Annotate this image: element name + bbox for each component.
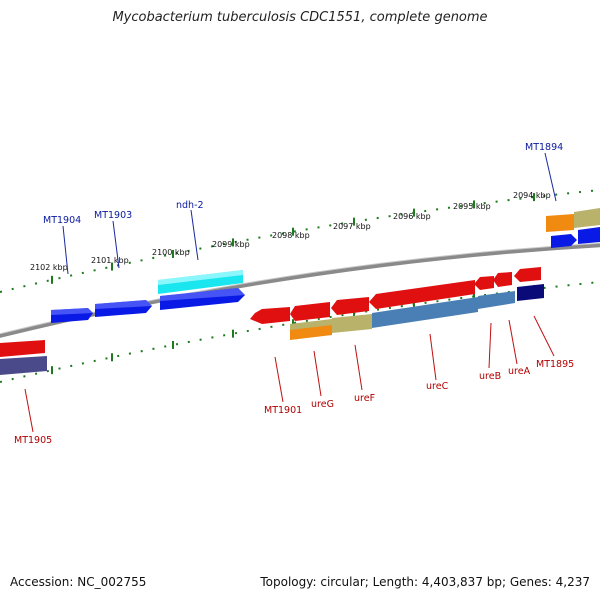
leader-MT1904 <box>62 225 69 275</box>
scale-label-2096: 2096 kbp <box>393 212 431 221</box>
leader-ureB <box>488 322 492 369</box>
label-MT1901: MT1901 <box>264 405 302 416</box>
gene-MT1902-highlight <box>160 288 245 301</box>
label-ureB: ureB <box>479 371 501 382</box>
gene-red-5[interactable] <box>493 272 512 287</box>
map-title: Mycobacterium tuberculosis CDC1551, comp… <box>112 10 488 25</box>
reverse-gene-labels: MT1905 MT1901 ureG ureF ureC ureB ureA M… <box>14 359 574 446</box>
scale-label-2098: 2098 kbp <box>272 231 310 240</box>
scale-label-2100: 2100 kbp <box>152 248 190 257</box>
leader-MT1901 <box>274 356 284 403</box>
leader-MT1895 <box>533 315 555 357</box>
scale-label-2101: 2101 kbp <box>91 256 129 265</box>
gene-MT1905[interactable] <box>0 356 47 375</box>
scale-label-2099: 2099 kbp <box>212 240 250 249</box>
gene-MT1903-highlight <box>95 300 152 309</box>
gene-MT1901[interactable] <box>250 307 290 324</box>
gene-ureA[interactable] <box>517 284 544 301</box>
leader-ureA <box>508 319 518 365</box>
label-ureF: ureF <box>354 393 375 404</box>
gene-MT1893[interactable] <box>578 227 600 244</box>
leader-MT1894 <box>544 152 557 202</box>
label-ureA: ureA <box>508 366 531 377</box>
gene-MT1905-red[interactable] <box>0 340 45 357</box>
gene-MT1894-blue[interactable] <box>551 234 577 248</box>
leader-ndh-2 <box>190 209 199 261</box>
gene-red-long[interactable] <box>369 280 475 309</box>
gene-MT1904-highlight <box>51 308 93 315</box>
label-MT1894: MT1894 <box>525 142 563 153</box>
leader-ureC <box>429 333 437 381</box>
gene-khaki-fwd[interactable] <box>574 208 600 228</box>
gene-ureG-orange[interactable] <box>290 325 332 340</box>
leader-ureF <box>354 344 363 391</box>
genome-backbone-highlight <box>0 242 600 335</box>
forward-major-ticks <box>51 193 535 284</box>
gene-red-4[interactable] <box>474 276 494 290</box>
label-MT1895: MT1895 <box>536 359 574 370</box>
forward-gene-labels: MT1904 MT1903 ndh-2 MT1894 <box>43 142 563 226</box>
scale-labels: 2102 kbp 2101 kbp 2100 kbp 2099 kbp 2098… <box>30 191 551 272</box>
label-ureG: ureG <box>311 399 334 410</box>
label-ureC: ureC <box>426 381 449 392</box>
scale-label-2095: 2095 kbp <box>453 202 491 211</box>
leader-MT1905 <box>24 388 34 433</box>
label-MT1904: MT1904 <box>43 215 81 226</box>
gene-ureB[interactable] <box>478 291 515 309</box>
scale-label-2097: 2097 kbp <box>333 222 371 231</box>
accession-text: Accession: NC_002755 <box>10 575 147 589</box>
gene-red-6[interactable] <box>514 267 541 282</box>
leader-ureG <box>313 350 322 397</box>
leader-MT1903 <box>112 220 120 269</box>
label-ndh-2: ndh-2 <box>176 200 204 211</box>
gene-MT1894[interactable] <box>546 214 574 232</box>
forward-genes <box>51 208 600 323</box>
label-MT1905: MT1905 <box>14 435 52 446</box>
gene-red-2[interactable] <box>290 302 330 321</box>
label-MT1903: MT1903 <box>94 210 132 221</box>
scale-label-2094: 2094 kbp <box>513 191 551 200</box>
gene-ureF[interactable] <box>332 314 372 333</box>
gene-ureC[interactable] <box>372 297 478 328</box>
gene-red-3[interactable] <box>331 297 369 315</box>
reverse-genes <box>0 267 544 375</box>
reverse-leader-lines <box>24 315 555 433</box>
topology-text: Topology: circular; Length: 4,403,837 bp… <box>260 575 590 589</box>
forward-leader-lines <box>62 152 557 275</box>
scale-label-2102: 2102 kbp <box>30 263 68 272</box>
gene-ndh-2-highlight <box>158 270 243 285</box>
